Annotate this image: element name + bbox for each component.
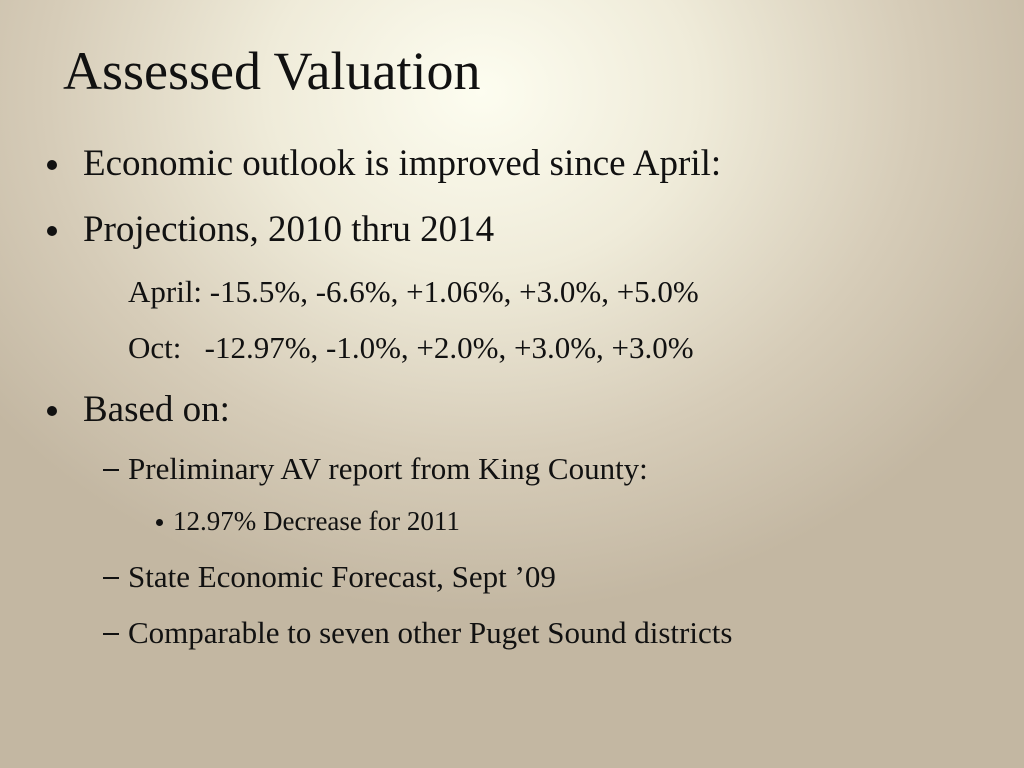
- dash: [103, 577, 119, 579]
- sub-bullet-text: State Economic Forecast, Sept ’09: [128, 559, 556, 594]
- bullet-text: Economic outlook is improved since April…: [83, 143, 722, 184]
- sub-sub-bullet-text: 12.97% Decrease for 2011: [173, 506, 460, 536]
- projection-line: April: -15.5%, -6.6%, +1.06%, +3.0%, +5.…: [128, 274, 699, 309]
- bullet: [47, 226, 57, 236]
- sub-bullet-text: Preliminary AV report from King County:: [128, 451, 648, 486]
- dash: [103, 633, 119, 635]
- bullet-text: Projections, 2010 thru 2014: [83, 209, 495, 250]
- slide-title: Assessed Valuation: [63, 41, 481, 101]
- bullet: [156, 519, 163, 526]
- dash: [103, 469, 119, 471]
- bullet-text: Based on:: [83, 389, 230, 430]
- bullet: [47, 406, 57, 416]
- sub-bullet-text: Comparable to seven other Puget Sound di…: [128, 615, 733, 650]
- projection-line: Oct: -12.97%, -1.0%, +2.0%, +3.0%, +3.0%: [128, 330, 694, 365]
- bullet: [47, 160, 57, 170]
